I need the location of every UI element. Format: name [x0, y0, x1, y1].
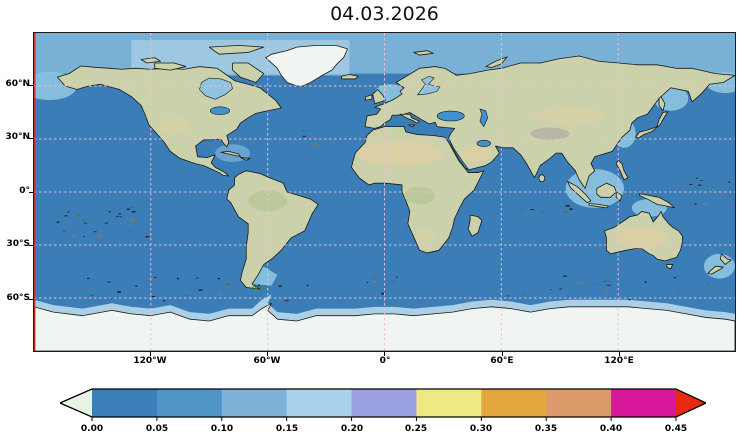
lat-tick-30n: 30°N: [5, 132, 30, 142]
lon-tick-120w: 120°W: [133, 356, 167, 366]
x-tickmark: [502, 352, 503, 356]
x-tickmark: [619, 352, 620, 356]
lon-tick-0: 0°: [379, 356, 391, 366]
caspian-sea: [480, 109, 488, 127]
terrain-tints: [158, 107, 667, 249]
inland-waters: [200, 76, 491, 169]
cbar-tick-label: 0.15: [275, 424, 299, 434]
lat-tick-0: 0°: [19, 186, 30, 196]
y-tickmark: [29, 245, 33, 246]
greenland: [266, 45, 348, 86]
cbar-tick-label: 0.10: [210, 424, 234, 434]
cbar-tick-label: 0.20: [340, 424, 364, 434]
cbar-tick-label: 0.00: [80, 424, 104, 434]
world-map-svg: 0.10: [34, 33, 735, 351]
lat-tick-60s: 60°S: [6, 293, 30, 303]
colorbar: 0.00 0.05 0.10 0.15 0.20 0.25 0.30 0.35 …: [60, 386, 706, 440]
plot-title: 04.03.2026: [330, 3, 439, 25]
red-sea: [451, 143, 469, 170]
colorbar-ticks: [92, 417, 676, 421]
gridlines: [34, 33, 735, 351]
lat-tick-30s: 30°S: [6, 239, 30, 249]
lon-tick-60e: 60°E: [490, 356, 514, 366]
colorbar-svg: [60, 386, 706, 422]
cbar-tick-label: 0.30: [469, 424, 493, 434]
x-tickmark: [150, 352, 151, 356]
y-tickmark: [29, 138, 33, 139]
y-tickmark: [29, 192, 33, 193]
persian-gulf: [477, 140, 491, 146]
antarctica: [34, 303, 735, 351]
lat-tick-60n: 60°N: [5, 79, 30, 89]
island-and-contour-specks: [56, 130, 730, 302]
great-lakes: [210, 107, 229, 115]
y-tickmark: [29, 299, 33, 300]
x-tickmark: [267, 352, 268, 356]
lon-tick-120e: 120°E: [604, 356, 634, 366]
contour-label: 0.10: [252, 286, 267, 292]
colorbar-over-arrow: [676, 389, 706, 417]
baltic-sea: [418, 76, 440, 95]
cbar-tick-label: 0.40: [599, 424, 623, 434]
lon-tick-60w: 60°W: [253, 356, 281, 366]
y-tickmark: [29, 85, 33, 86]
x-tickmark: [384, 352, 385, 356]
map-frame: 0.10: [33, 32, 736, 352]
hudson-bay: [200, 78, 233, 99]
cbar-tick-label: 0.35: [534, 424, 558, 434]
colorbar-segments: [92, 389, 677, 417]
black-sea: [437, 111, 464, 121]
cbar-tick-label: 0.05: [145, 424, 169, 434]
cbar-tick-label: 0.25: [404, 424, 428, 434]
cbar-tick-label: 0.45: [664, 424, 688, 434]
colorbar-under-arrow: [60, 389, 92, 417]
